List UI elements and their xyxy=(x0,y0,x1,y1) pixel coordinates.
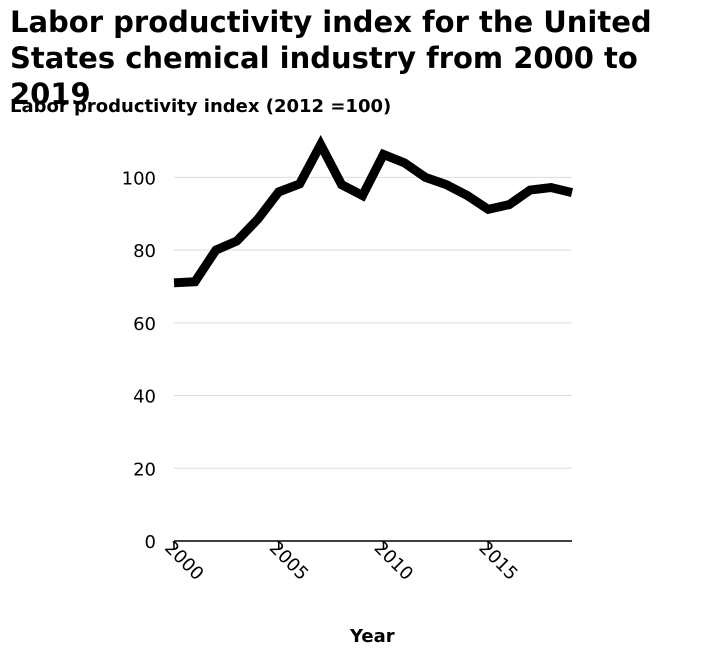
x-tick-labels: 2000 2005 2010 2015 xyxy=(160,537,521,584)
series-line-0 xyxy=(173,135,574,288)
gridlines xyxy=(174,176,572,469)
y-axis-label: Labor productivity index (2012 =100) xyxy=(10,96,392,117)
y-tick-labels: 0 20 40 60 80 100 xyxy=(122,168,156,553)
x-axis-label: Year xyxy=(350,626,395,647)
y-tick-label: 60 xyxy=(133,314,156,335)
y-tick-label: 100 xyxy=(122,168,156,189)
y-tick-label: 0 xyxy=(145,532,156,553)
y-tick-label: 20 xyxy=(133,459,156,480)
x-tick-label: 2005 xyxy=(265,537,312,584)
y-tick-label: 40 xyxy=(133,387,156,408)
x-axis xyxy=(173,540,572,549)
x-tick-label: 2015 xyxy=(474,537,521,584)
chart-title: Labor productivity index for the United … xyxy=(10,5,652,111)
x-tick-label: 2010 xyxy=(370,537,417,584)
y-tick-label: 80 xyxy=(133,241,156,262)
x-tick-label: 2000 xyxy=(160,537,207,584)
series-lines xyxy=(173,135,574,288)
